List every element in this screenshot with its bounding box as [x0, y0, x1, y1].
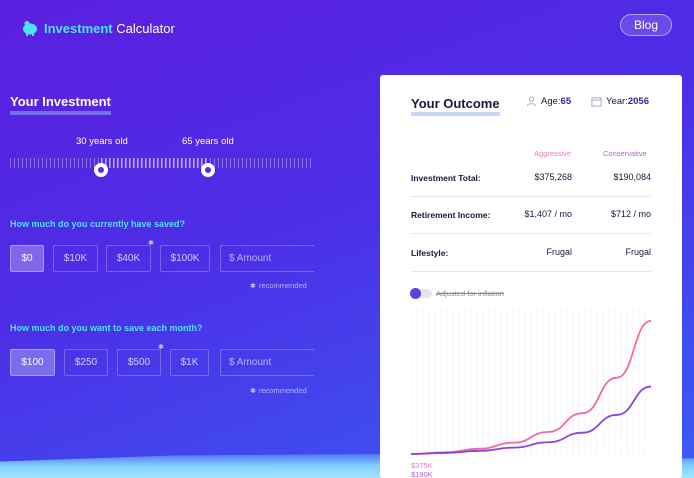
chat-bubble-icon [592, 437, 614, 453]
saved-option-10k[interactable]: $10K [53, 245, 98, 272]
row-label-total: Investment Total: [411, 173, 481, 183]
recommended-star-icon: ✱ [148, 240, 154, 247]
investment-title: Your Investment [10, 94, 111, 115]
total-conservative: $190,084 [613, 172, 651, 182]
income-conservative: $712 / mo [610, 209, 651, 219]
age-meta: Age:65 [526, 96, 571, 107]
monthly-option-500[interactable]: $500 [117, 349, 161, 376]
monthly-amount-input[interactable] [220, 349, 314, 376]
toggle-knob [410, 288, 421, 299]
conservative-series-line [411, 385, 651, 455]
saved-option-0[interactable]: $0 [10, 245, 44, 272]
end-age-handle[interactable] [201, 163, 215, 177]
col-conservative: Conservative [603, 149, 647, 158]
saved-question: How much do you currently have saved? [10, 219, 186, 229]
app-logo[interactable]: Investment Calculator [22, 20, 175, 36]
outcome-title: Your Outcome [411, 96, 500, 116]
saved-option-100k[interactable]: $100K [160, 245, 210, 272]
outcome-card: Your Outcome Age:65 Year:2056 Aggressive… [380, 75, 682, 478]
saved-recommended-note: ✱ recommended [250, 281, 307, 290]
conservative-end-label: $190K [411, 470, 433, 478]
growth-chart [411, 308, 651, 458]
piggy-bank-icon [23, 21, 37, 36]
calendar-icon [591, 97, 602, 107]
saved-option-40k[interactable]: $40K [106, 245, 151, 272]
row-divider [411, 271, 651, 272]
row-divider [411, 196, 651, 197]
year-label: Year: [606, 96, 628, 107]
recommended-label: recommended [258, 386, 307, 395]
col-aggressive: Aggressive [534, 149, 572, 158]
watermark: Appify [592, 437, 657, 453]
lifestyle-conservative: Frugal [625, 247, 651, 257]
watermark-text: Appify [618, 437, 657, 453]
recommended-label: recommended [258, 281, 307, 290]
saved-amount-input[interactable] [220, 245, 314, 272]
start-age-label: 30 years old [76, 136, 128, 147]
income-aggressive: $1,407 / mo [524, 209, 572, 219]
recommended-star-icon: ✱ [158, 344, 164, 351]
blog-button[interactable]: Blog [620, 14, 672, 36]
inflation-toggle[interactable] [410, 288, 432, 299]
inflation-label: Adjusted for inflation [436, 289, 504, 298]
logo-text-bold: Investment [44, 20, 113, 36]
age-slider-range [101, 158, 208, 168]
monthly-option-100[interactable]: $100 [10, 349, 55, 376]
recommended-star-icon: ✱ [250, 387, 256, 395]
row-label-income: Retirement Income: [411, 210, 491, 220]
lifestyle-aggressive: Frugal [546, 247, 572, 257]
start-age-handle[interactable] [94, 163, 108, 177]
recommended-star-icon: ✱ [250, 282, 256, 290]
monthly-recommended-note: ✱ recommended [250, 386, 307, 395]
aggressive-end-label: $375K [411, 461, 433, 470]
age-label: Age: [541, 96, 561, 107]
monthly-question: How much do you want to save each month? [10, 323, 203, 333]
person-icon [526, 96, 537, 107]
row-label-lifestyle: Lifestyle: [411, 248, 449, 258]
year-value: 2056 [627, 96, 649, 107]
monthly-option-1k[interactable]: $1K [170, 349, 209, 376]
logo-text-rest: Calculator [112, 20, 175, 36]
monthly-option-250[interactable]: $250 [64, 349, 108, 376]
end-age-label: 65 years old [182, 136, 234, 147]
year-meta: Year:2056 [591, 96, 649, 107]
age-value: 65 [560, 96, 572, 107]
row-divider [411, 233, 651, 234]
total-aggressive: $375,268 [534, 172, 572, 182]
